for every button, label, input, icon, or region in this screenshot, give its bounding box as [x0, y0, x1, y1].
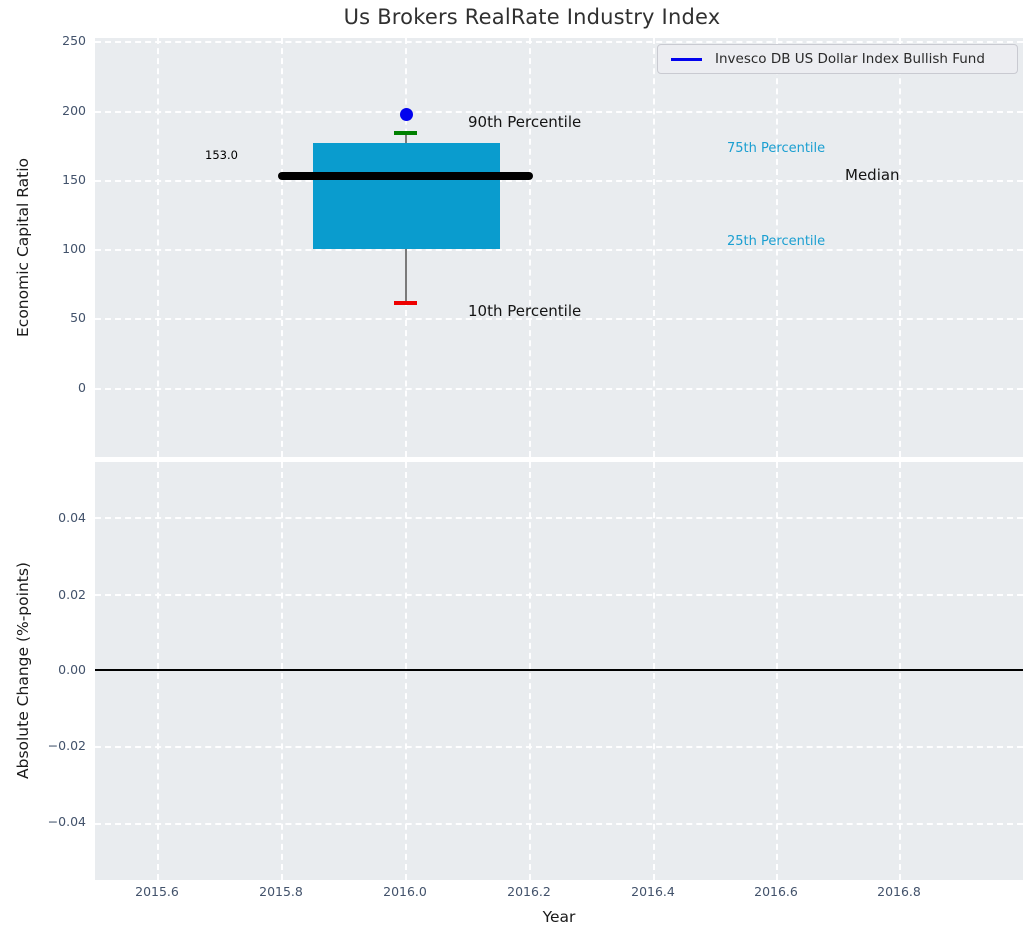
- gridline-v: [157, 38, 159, 457]
- percentile-10-cap: [394, 301, 417, 305]
- percentile-10-label: 10th Percentile: [468, 302, 582, 320]
- gridline-v: [281, 38, 283, 457]
- y-tick-label: 0.00: [58, 662, 86, 677]
- y-axis-label-bottom: Absolute Change (%-points): [14, 562, 32, 780]
- x-tick-label: 2016.2: [507, 884, 551, 899]
- x-tick-label: 2016.0: [383, 884, 427, 899]
- gridline-v: [405, 462, 407, 880]
- legend: Invesco DB US Dollar Index Bullish Fund: [657, 44, 1018, 74]
- y-tick-label: 0: [78, 380, 86, 395]
- gridline-h: [95, 249, 1023, 251]
- percentile-90-label: 90th Percentile: [468, 113, 582, 131]
- x-tick-label: 2016.6: [754, 884, 798, 899]
- gridline-v: [529, 38, 531, 457]
- gridline-v: [899, 38, 901, 457]
- zero-reference-line: [95, 669, 1023, 671]
- percentile-75-label: 75th Percentile: [727, 141, 826, 156]
- y-tick-label: 50: [70, 310, 86, 325]
- gridline-v: [776, 38, 778, 457]
- gridline-h: [95, 594, 1023, 596]
- x-tick-label: 2015.6: [135, 884, 179, 899]
- gridline-h: [95, 180, 1023, 182]
- gridline-h: [95, 746, 1023, 748]
- y-tick-label: 100: [62, 241, 86, 256]
- percentile-25-label: 25th Percentile: [727, 234, 826, 249]
- gridline-v: [653, 38, 655, 457]
- gridline-h: [95, 111, 1023, 113]
- gridline-h: [95, 41, 1023, 43]
- gridline-h: [95, 318, 1023, 320]
- gridline-v: [653, 462, 655, 880]
- top-plot-area: 153.0 90th Percentile 10th Percentile 75…: [95, 38, 1023, 457]
- y-tick-label: 200: [62, 103, 86, 118]
- gridline-v: [529, 462, 531, 880]
- median-text-label: Median: [845, 166, 900, 184]
- y-tick-label: 150: [62, 172, 86, 187]
- gridline-h: [95, 517, 1023, 519]
- gridline-v: [776, 462, 778, 880]
- gridline-h: [95, 388, 1023, 390]
- interquartile-box: [313, 143, 500, 249]
- x-tick-label: 2016.8: [877, 884, 921, 899]
- median-line: [278, 172, 533, 180]
- chart-title: Us Brokers RealRate Industry Index: [343, 5, 721, 29]
- legend-line-swatch: [671, 57, 702, 61]
- gridline-v: [281, 462, 283, 880]
- legend-entry-label: Invesco DB US Dollar Index Bullish Fund: [715, 51, 985, 67]
- y-axis-label-top: Economic Capital Ratio: [14, 157, 32, 338]
- bottom-plot-area: [95, 462, 1023, 880]
- gridline-v: [899, 462, 901, 880]
- median-value-label: 153.0: [205, 148, 238, 162]
- percentile-90-cap: [394, 131, 417, 135]
- y-tick-label: −0.02: [47, 738, 86, 753]
- gridline-v: [157, 462, 159, 880]
- fund-data-point: [400, 108, 413, 121]
- y-tick-label: −0.04: [47, 814, 86, 829]
- x-tick-label: 2016.4: [631, 884, 675, 899]
- x-axis-label: Year: [542, 908, 576, 926]
- y-tick-label: 250: [62, 33, 86, 48]
- y-tick-label: 0.04: [58, 510, 86, 525]
- x-tick-label: 2015.8: [259, 884, 303, 899]
- y-tick-label: 0.02: [58, 587, 86, 602]
- gridline-h: [95, 823, 1023, 825]
